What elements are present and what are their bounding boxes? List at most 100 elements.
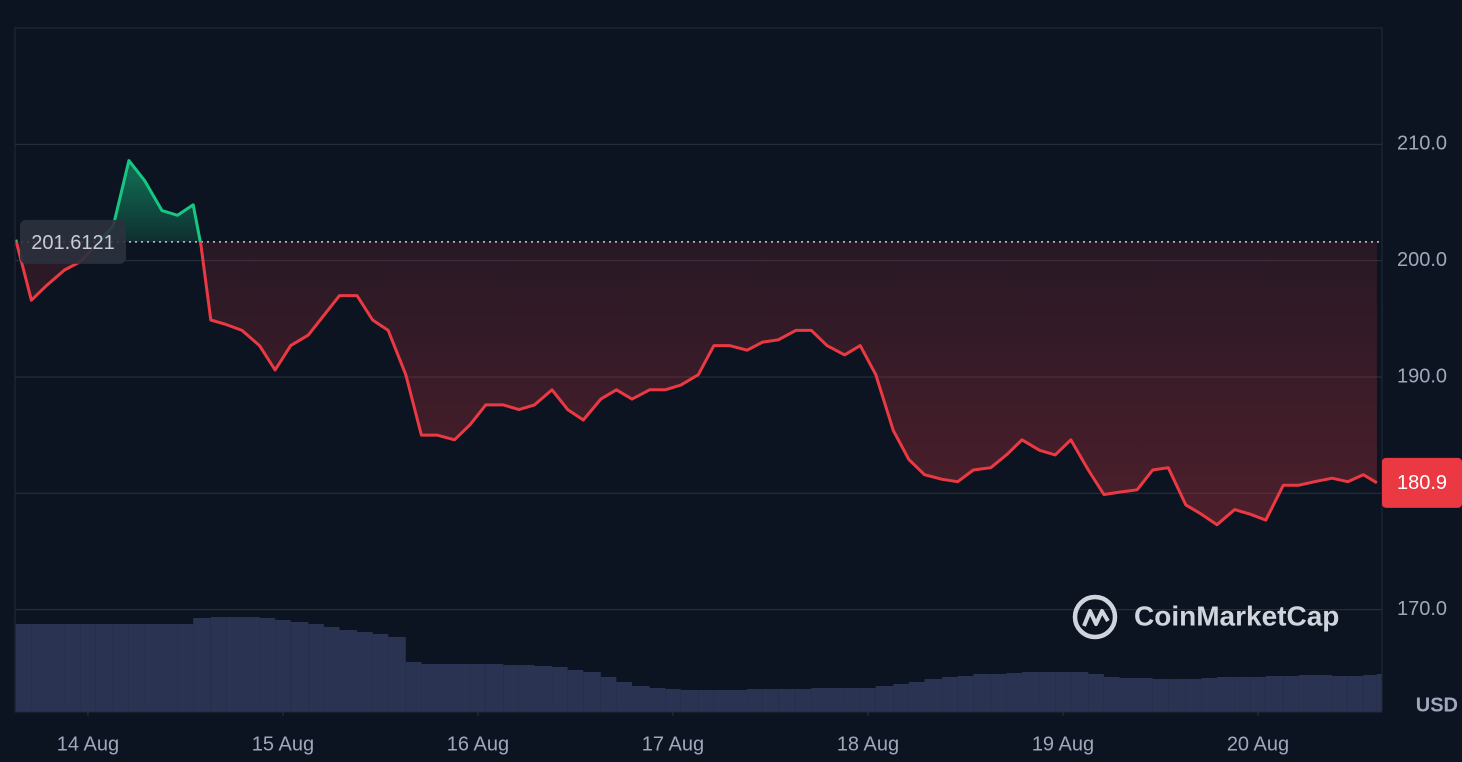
volume-bar: [1185, 679, 1202, 712]
x-tick-label: 18 Aug: [837, 733, 899, 755]
volume-bar: [698, 690, 714, 712]
volume-bar: [436, 664, 455, 712]
volume-bar: [680, 690, 699, 712]
price-badge: [1382, 457, 1462, 508]
volume-bar: [844, 688, 861, 712]
logo-ring: [1072, 594, 1118, 640]
volume-bar: [46, 624, 65, 712]
volume-bar: [1332, 676, 1348, 712]
volume-bar: [908, 682, 925, 712]
watermark-logo: [1072, 594, 1118, 640]
volume-bar: [405, 662, 422, 712]
volume-bar: [485, 664, 504, 712]
volume-bar: [747, 689, 763, 712]
volume-bar: [1363, 675, 1377, 712]
volume-bar: [713, 690, 730, 712]
volume-bar: [1201, 678, 1218, 712]
x-tick-label: 20 Aug: [1227, 733, 1289, 755]
baseline-label: 201.6121: [31, 232, 114, 254]
x-tick-label: 14 Aug: [57, 733, 119, 755]
volume-bar: [177, 624, 194, 712]
volume-bar: [1088, 674, 1104, 712]
baseline-badge: [20, 219, 126, 264]
volume-bar: [15, 624, 32, 712]
volume-bars: [15, 617, 1382, 712]
volume-bar: [1119, 678, 1138, 712]
volume-bar: [1234, 677, 1251, 712]
volume-bar: [827, 688, 845, 712]
price-label: 180.9: [1397, 472, 1447, 494]
price-area: [15, 160, 1377, 525]
volume-bar: [1347, 676, 1364, 712]
volume-bar: [1006, 673, 1023, 712]
volume-bar: [31, 624, 47, 712]
volume-bar: [1103, 677, 1120, 712]
volume-bar: [518, 665, 535, 712]
volume-bar: [339, 630, 358, 712]
volume-bar: [290, 622, 309, 712]
volume-bar: [990, 674, 1007, 712]
volume-bar: [1137, 678, 1153, 712]
volume-bar: [95, 624, 114, 712]
volume-bar: [357, 632, 373, 712]
logo-mark: [1082, 609, 1110, 627]
volume-bar: [1217, 677, 1235, 712]
volume-bar: [1152, 679, 1169, 712]
volume-bar: [534, 666, 553, 712]
volume-bar: [1283, 676, 1299, 712]
volume-bar: [1022, 672, 1040, 712]
volume-bar: [226, 617, 242, 712]
volume-bar: [193, 618, 202, 712]
volume-bar: [942, 677, 958, 712]
volume-bar: [1298, 675, 1315, 712]
volume-bar: [811, 688, 828, 712]
volume-bar: [600, 677, 617, 712]
x-tick-label: 19 Aug: [1032, 733, 1094, 755]
volume-bar: [795, 689, 812, 712]
volume-bar: [1070, 672, 1089, 712]
volume-bar: [113, 624, 129, 712]
volume-bar: [1055, 672, 1071, 712]
volume-bar: [583, 672, 601, 712]
volume-bar: [973, 674, 991, 712]
volume-bar: [144, 624, 163, 712]
x-tick-label: 17 Aug: [642, 733, 704, 755]
y-tick-label: 210.0: [1397, 133, 1447, 155]
volume-bar: [470, 664, 486, 712]
volume-bar: [64, 624, 81, 712]
volume-bar: [1039, 672, 1056, 712]
volume-bar: [552, 667, 568, 712]
volume-bar: [567, 670, 584, 712]
volume-bar: [454, 664, 471, 712]
volume-bar: [241, 617, 260, 712]
volume-bar: [210, 617, 227, 712]
y-unit: USD: [1416, 694, 1458, 716]
volume-bar: [665, 689, 681, 712]
volume-bar: [875, 686, 894, 712]
volume-bar: [503, 665, 519, 712]
volume-bar: [201, 618, 211, 712]
price-line: [14, 159, 1378, 527]
volume-bar: [128, 624, 145, 712]
volume-bar: [778, 689, 796, 712]
volume-bar: [308, 624, 324, 712]
volume-bar: [323, 627, 340, 712]
volume-bar: [860, 688, 876, 712]
y-tick-label: 200.0: [1397, 249, 1447, 271]
x-tick-label: 16 Aug: [447, 733, 509, 755]
y-tick-label: 190.0: [1397, 365, 1447, 387]
volume-bar: [893, 684, 909, 712]
volume-bar: [372, 634, 389, 712]
volume-bar: [1376, 674, 1382, 712]
volume-bar: [632, 686, 650, 712]
volume-bar: [924, 679, 943, 712]
volume-bar: [275, 620, 291, 712]
volume-bar: [1168, 679, 1186, 712]
volume-bar: [1250, 677, 1266, 712]
volume-bar: [649, 688, 666, 712]
volume-bar: [259, 618, 276, 712]
volume-bar: [421, 664, 437, 712]
